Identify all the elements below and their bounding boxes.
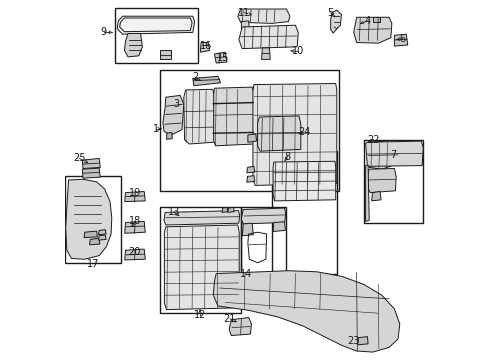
- Polygon shape: [214, 87, 254, 146]
- Polygon shape: [160, 50, 171, 59]
- Polygon shape: [372, 192, 381, 201]
- Text: 17: 17: [87, 258, 99, 269]
- Bar: [160, 207, 242, 313]
- Polygon shape: [222, 207, 228, 212]
- Bar: [242, 207, 286, 274]
- Polygon shape: [125, 221, 145, 233]
- Text: 10: 10: [292, 46, 304, 57]
- Bar: [115, 8, 198, 63]
- Text: 25: 25: [73, 153, 86, 163]
- Polygon shape: [366, 165, 369, 221]
- Polygon shape: [98, 235, 106, 240]
- Text: 1: 1: [153, 124, 159, 134]
- Polygon shape: [368, 140, 399, 169]
- Polygon shape: [373, 17, 380, 22]
- Bar: [272, 151, 337, 274]
- Polygon shape: [228, 207, 234, 212]
- Text: 4: 4: [365, 16, 371, 26]
- Polygon shape: [84, 231, 98, 238]
- Polygon shape: [239, 25, 298, 49]
- Polygon shape: [243, 223, 253, 236]
- Polygon shape: [193, 76, 221, 86]
- Polygon shape: [82, 168, 100, 178]
- Text: 12: 12: [194, 310, 206, 320]
- Text: 9: 9: [101, 27, 107, 37]
- Polygon shape: [164, 211, 240, 225]
- Polygon shape: [125, 249, 145, 260]
- Polygon shape: [66, 179, 112, 259]
- Polygon shape: [247, 166, 255, 173]
- Polygon shape: [163, 95, 184, 135]
- Text: 20: 20: [129, 247, 141, 257]
- Polygon shape: [120, 18, 192, 32]
- Text: 5: 5: [327, 8, 334, 18]
- Polygon shape: [331, 10, 342, 33]
- Polygon shape: [213, 271, 400, 352]
- Polygon shape: [358, 337, 368, 345]
- Polygon shape: [82, 158, 100, 168]
- Polygon shape: [368, 168, 396, 193]
- Polygon shape: [354, 17, 392, 43]
- Text: 23: 23: [347, 336, 359, 346]
- Polygon shape: [229, 318, 251, 336]
- Text: 18: 18: [129, 216, 141, 226]
- Text: 3: 3: [173, 99, 179, 109]
- Polygon shape: [273, 161, 336, 201]
- Text: 6: 6: [400, 34, 406, 44]
- Text: 2: 2: [192, 72, 198, 82]
- Polygon shape: [124, 33, 143, 57]
- Polygon shape: [366, 141, 423, 166]
- Text: 11: 11: [238, 8, 250, 18]
- Text: 22: 22: [368, 135, 380, 145]
- Polygon shape: [215, 52, 227, 63]
- Polygon shape: [273, 222, 285, 231]
- Polygon shape: [258, 116, 301, 151]
- Polygon shape: [117, 16, 195, 34]
- Text: 16: 16: [200, 41, 213, 51]
- Polygon shape: [248, 134, 257, 142]
- Polygon shape: [90, 238, 100, 245]
- Text: 14: 14: [240, 269, 252, 279]
- Polygon shape: [242, 208, 286, 224]
- Polygon shape: [184, 89, 215, 144]
- Bar: [364, 140, 423, 223]
- Bar: [160, 70, 339, 191]
- Polygon shape: [200, 42, 210, 52]
- Text: 24: 24: [298, 127, 310, 138]
- Polygon shape: [262, 48, 270, 59]
- Text: 15: 15: [217, 53, 229, 63]
- Text: 19: 19: [129, 188, 141, 198]
- Polygon shape: [238, 9, 290, 23]
- Polygon shape: [164, 225, 239, 310]
- Text: 13: 13: [168, 207, 180, 217]
- Polygon shape: [167, 132, 172, 139]
- Text: 7: 7: [390, 150, 396, 160]
- Bar: [65, 176, 121, 263]
- Polygon shape: [125, 192, 145, 202]
- Polygon shape: [247, 176, 255, 182]
- Polygon shape: [394, 34, 408, 46]
- Text: 21: 21: [224, 314, 236, 324]
- Polygon shape: [98, 230, 106, 235]
- Text: 8: 8: [284, 152, 291, 162]
- Polygon shape: [242, 21, 249, 30]
- Polygon shape: [253, 84, 337, 185]
